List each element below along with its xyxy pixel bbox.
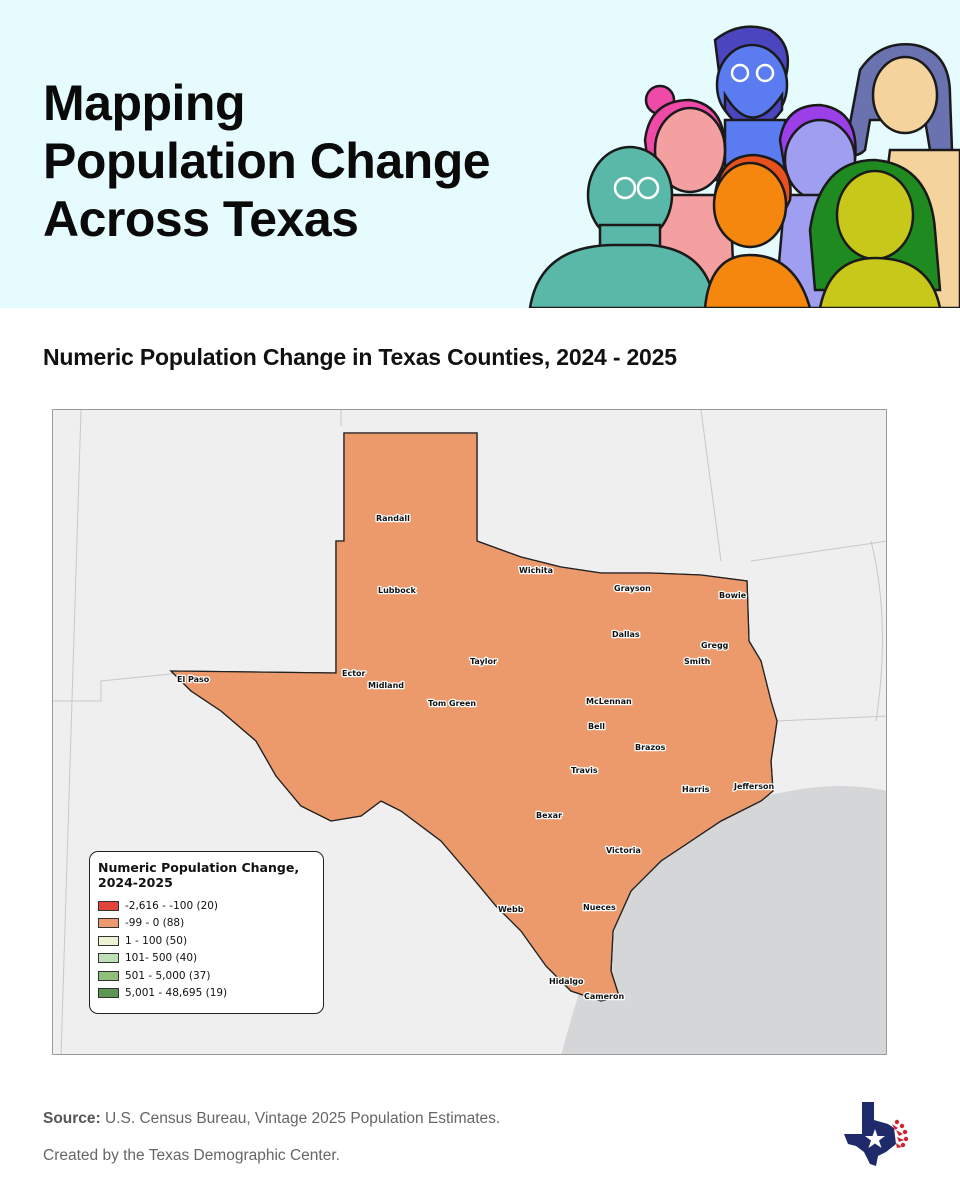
- texas-demographic-center-logo-icon: [844, 1102, 909, 1166]
- map-legend: Numeric Population Change, 2024-2025 -2,…: [89, 851, 324, 1014]
- legend-title: Numeric Population Change, 2024-2025: [98, 860, 315, 890]
- title-line-1: Mapping: [43, 75, 246, 131]
- source-note: Source: U.S. Census Bureau, Vintage 2025…: [43, 1110, 500, 1128]
- svg-text:Gregg: Gregg: [701, 641, 729, 650]
- svg-text:Brazos: Brazos: [635, 743, 666, 752]
- gulf-of-mexico: [561, 786, 886, 1054]
- svg-text:Jefferson: Jefferson: [733, 782, 775, 791]
- hero-banner: Mapping Population Change Across Texas: [0, 0, 960, 308]
- page-title: Mapping Population Change Across Texas: [43, 74, 491, 248]
- legend-label: 501 - 5,000 (37): [125, 969, 211, 982]
- legend-item: -99 - 0 (88): [98, 915, 315, 933]
- people-illustration-icon: [528, 25, 960, 308]
- svg-text:McLennan: McLennan: [586, 697, 632, 706]
- legend-item: 1 - 100 (50): [98, 932, 315, 950]
- svg-text:Harris: Harris: [682, 785, 710, 794]
- county-labels: Randall Lubbock Wichita Grayson Bowie Da…: [176, 513, 776, 1003]
- legend-swatch: [98, 988, 119, 999]
- svg-text:Wichita: Wichita: [519, 566, 553, 575]
- svg-text:Webb: Webb: [498, 905, 524, 914]
- legend-swatch: [98, 900, 119, 911]
- svg-text:Bexar: Bexar: [536, 811, 562, 820]
- svg-text:El Paso: El Paso: [177, 675, 210, 684]
- legend-swatch: [98, 953, 119, 964]
- legend-title-line-1: Numeric Population Change,: [98, 860, 300, 875]
- legend-swatch: [98, 918, 119, 929]
- svg-text:Smith: Smith: [684, 657, 711, 666]
- svg-text:Randall: Randall: [376, 514, 410, 523]
- map-title: Numeric Population Change in Texas Count…: [43, 344, 677, 370]
- credit-note: Created by the Texas Demographic Center.: [43, 1147, 340, 1164]
- title-line-2: Population Change: [43, 133, 491, 189]
- svg-text:Tom Green: Tom Green: [428, 699, 476, 708]
- svg-text:Grayson: Grayson: [614, 584, 651, 593]
- legend-label: -2,616 - -100 (20): [125, 899, 219, 912]
- legend-item: 101- 500 (40): [98, 950, 315, 968]
- svg-text:Bowie: Bowie: [719, 591, 747, 600]
- svg-text:Travis: Travis: [571, 766, 598, 775]
- source-text: U.S. Census Bureau, Vintage 2025 Populat…: [100, 1110, 501, 1127]
- svg-text:Dallas: Dallas: [612, 630, 640, 639]
- legend-item: 501 - 5,000 (37): [98, 967, 315, 985]
- legend-label: -99 - 0 (88): [125, 917, 185, 930]
- source-label: Source:: [43, 1110, 101, 1127]
- legend-label: 5,001 - 48,695 (19): [125, 987, 228, 1000]
- svg-text:Lubbock: Lubbock: [378, 586, 416, 595]
- legend-swatch: [98, 970, 119, 981]
- svg-text:Midland: Midland: [368, 681, 404, 690]
- title-line-3: Across Texas: [43, 191, 359, 247]
- texas-county-map: Randall Lubbock Wichita Grayson Bowie Da…: [53, 410, 886, 1054]
- map-frame: Randall Lubbock Wichita Grayson Bowie Da…: [52, 409, 887, 1055]
- svg-text:Hidalgo: Hidalgo: [549, 977, 584, 986]
- legend-label: 1 - 100 (50): [125, 934, 188, 947]
- legend-swatch: [98, 935, 119, 946]
- legend-label: 101- 500 (40): [125, 952, 198, 965]
- legend-title-line-2: 2024-2025: [98, 875, 173, 890]
- svg-text:Bell: Bell: [588, 722, 605, 731]
- svg-text:Cameron: Cameron: [584, 992, 624, 1001]
- svg-text:Victoria: Victoria: [606, 846, 641, 855]
- svg-text:Ector: Ector: [342, 669, 366, 678]
- legend-item: -2,616 - -100 (20): [98, 897, 315, 915]
- svg-text:Nueces: Nueces: [583, 903, 616, 912]
- svg-text:Taylor: Taylor: [470, 657, 497, 666]
- legend-item: 5,001 - 48,695 (19): [98, 985, 315, 1003]
